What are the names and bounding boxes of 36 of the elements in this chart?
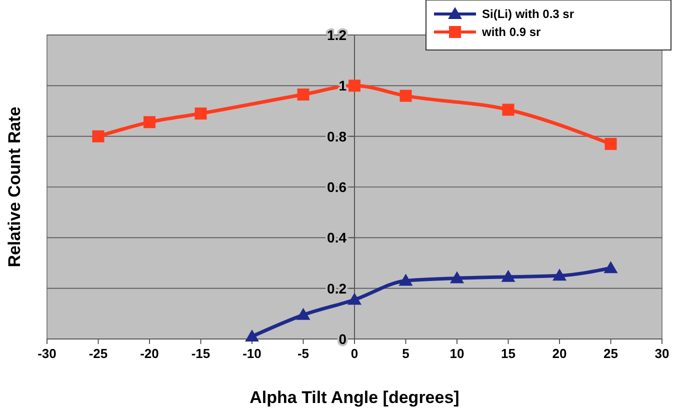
point [501,270,516,282]
point [245,329,259,342]
point [604,261,618,274]
x-tick-label: -5 [297,346,310,361]
x-tick-label: -20 [140,346,159,361]
y-tick-label: 1.2 [327,27,347,43]
x-tick-label: 0 [350,346,358,361]
point [450,271,464,284]
point [604,138,617,150]
point [144,116,156,128]
point [552,268,566,281]
point [398,274,413,286]
x-tick-label: -30 [38,346,56,361]
point [194,108,207,120]
point [348,292,362,305]
x-tick-label: 15 [501,346,516,361]
y-axis-title: Relative Count Rate [5,106,24,268]
x-tick-label: 10 [450,346,464,361]
point [92,130,104,142]
legend-label: Si(Li) with 0.3 sr [482,7,574,21]
point [502,104,514,116]
x-tick-label: -10 [242,346,262,361]
x-tick-label: 20 [552,346,567,361]
x-axis-title: Alpha Tilt Angle [degrees] [250,388,460,407]
point [400,90,412,102]
point [296,308,310,320]
point [297,88,310,101]
x-tick-label: 5 [402,346,410,361]
x-tick-label: 25 [604,346,618,361]
y-tick-label: 1 [338,78,347,94]
x-tick-label: 30 [654,346,670,361]
x-tick-label: -25 [88,346,108,361]
y-tick-label: 0.6 [327,179,347,195]
x-tick-label: -15 [191,346,210,361]
legend-label: with 0.9 sr [481,25,542,39]
point [348,80,360,92]
